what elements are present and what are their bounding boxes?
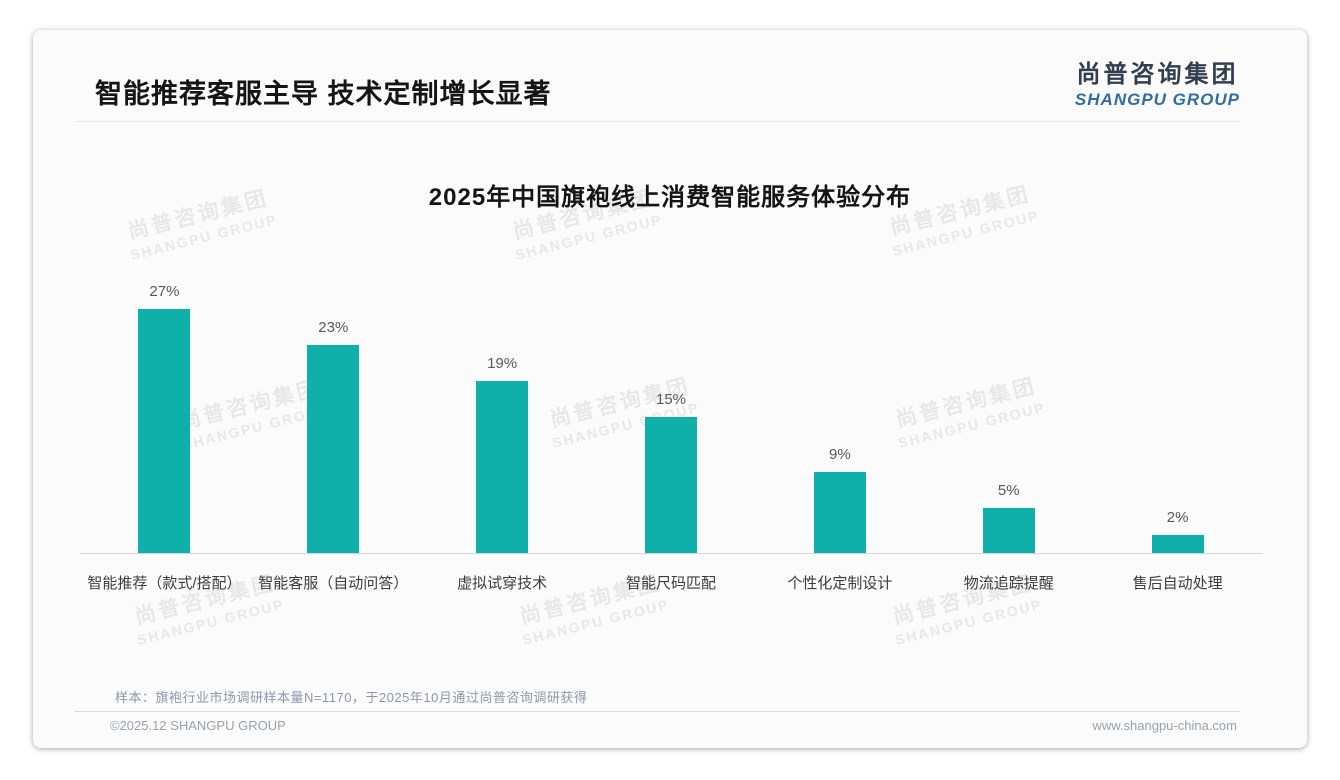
bar-value-label: 9% (829, 446, 851, 463)
bar (476, 381, 529, 553)
bar (645, 417, 697, 553)
footer-divider (75, 711, 1240, 712)
bar-value-label: 5% (997, 482, 1020, 499)
bar-value-label: 23% (318, 319, 349, 336)
bar-column: 15% (587, 274, 756, 553)
bar-column: 9% (755, 274, 924, 553)
bar-column: 27% (80, 274, 249, 553)
logo-chinese-text: 尚普咨询集团 (1076, 61, 1239, 88)
logo-english-text: SHANGPU GROUP (1074, 90, 1240, 109)
footer: ©2025.12 SHANGPU GROUP www.shangpu-china… (110, 718, 1237, 733)
website-url: www.shangpu-china.com (1092, 718, 1237, 733)
bar (982, 508, 1035, 553)
category-label: 智能尺码匹配 (626, 575, 717, 592)
bar-column: 23% (249, 274, 418, 553)
chart-title: 2025年中国旗袍线上消费智能服务体验分布 (428, 184, 912, 211)
plot-area: 27% 23% 19% 15% 9% 5% 2% (80, 274, 1262, 554)
bar-value-label: 2% (1166, 509, 1189, 526)
slide-card: 尚普咨询集团 SHANGPU GROUP 尚普咨询集团 SHANGPU GROUP 尚普… (33, 30, 1307, 748)
category-label: 智能推荐（款式/搭配） (87, 575, 242, 592)
category-label: 虚拟试穿技术 (457, 575, 548, 592)
category-axis: 智能推荐（款式/搭配） 智能客服（自动问答） 虚拟试穿技术 智能尺码匹配 个性化定制设计… (80, 555, 1262, 593)
title-divider (75, 121, 1240, 122)
bar (138, 309, 191, 553)
company-logo: 尚普咨询集团 SHANGPU GROUP (1075, 54, 1240, 110)
bar-column: 5% (924, 274, 1093, 553)
bar-value-label: 27% (149, 283, 180, 300)
page-title: 智能推荐客服主导 技术定制增长显著 (95, 79, 552, 109)
bar-column: 19% (418, 274, 587, 553)
bar (1151, 535, 1204, 553)
bar-column: 2% (1093, 274, 1262, 553)
copyright-text: ©2025.12 SHANGPU GROUP (110, 718, 286, 733)
category-label: 售后自动处理 (1132, 575, 1223, 592)
category-label: 智能客服（自动问答） (258, 575, 409, 592)
category-label: 个性化定制设计 (787, 575, 893, 592)
category-label: 物流追踪提醒 (963, 575, 1054, 592)
bar (307, 345, 360, 553)
bar-value-label: 15% (655, 391, 687, 408)
bar (813, 472, 866, 553)
sample-note: 样本：旗袍行业市场调研样本量N=1170，于2025年10月通过尚普咨询调研获得 (115, 690, 588, 705)
bar-value-label: 19% (487, 355, 518, 372)
